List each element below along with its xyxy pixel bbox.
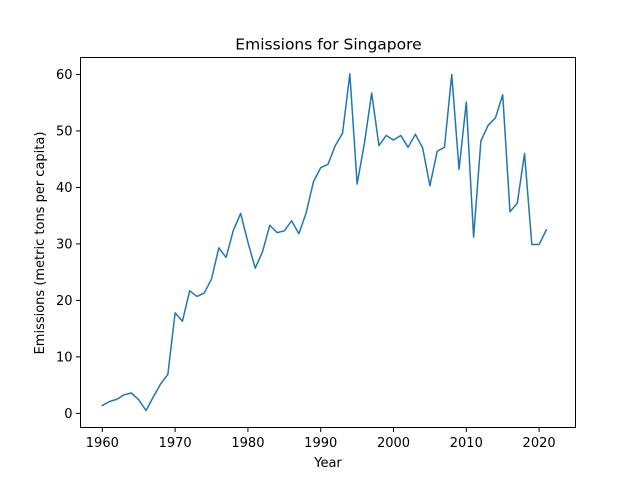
- x-tick-label: 2010: [450, 436, 483, 451]
- x-tick-label: 1960: [86, 436, 119, 451]
- y-axis-title: Emissions (metric tons per capita): [33, 132, 48, 355]
- y-tick-label: 20: [56, 294, 73, 309]
- y-tick-label: 10: [56, 350, 73, 365]
- chart-title: Emissions for Singapore: [235, 36, 421, 54]
- x-tick-label: 1970: [159, 436, 192, 451]
- x-tick-label: 1990: [304, 436, 337, 451]
- series-line: [101, 73, 548, 412]
- y-tick-label: 60: [56, 68, 73, 83]
- plot-frame: [80, 57, 576, 428]
- x-tick-label: 2000: [377, 436, 410, 451]
- y-tick-label: 50: [56, 124, 73, 139]
- x-axis: 1960 1970 1980 1990 2000 2010 2020: [86, 427, 556, 451]
- y-tick-label: 40: [56, 181, 73, 196]
- y-axis: 0 10 20 30 40 50 60: [56, 68, 81, 422]
- plot-area: [101, 73, 548, 412]
- x-tick-label: 1980: [231, 436, 264, 451]
- y-tick-label: 0: [64, 407, 72, 422]
- x-axis-title: Year: [313, 456, 342, 471]
- y-tick-label: 30: [56, 237, 73, 252]
- x-tick-label: 2020: [523, 436, 556, 451]
